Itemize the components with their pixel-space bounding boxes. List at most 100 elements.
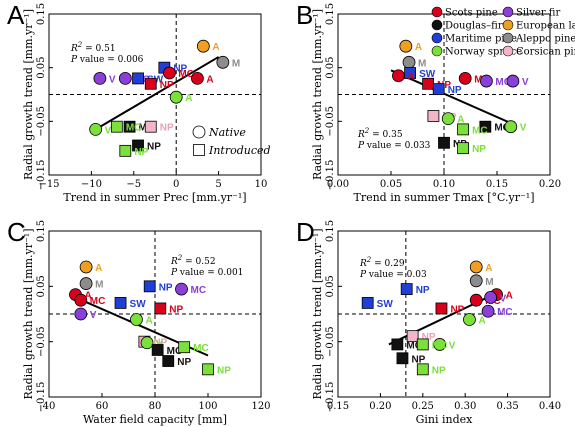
point-label: A (478, 316, 485, 327)
y-axis-label: Radial growth trend [mm.yr⁻¹] (22, 9, 35, 180)
p-value: P value = 0.033 (357, 141, 431, 151)
native-marker (175, 282, 188, 296)
data-point: V (504, 120, 527, 134)
native-marker (392, 69, 405, 83)
native-marker (216, 55, 230, 69)
data-point: MC (457, 123, 488, 136)
data-point: M (216, 55, 240, 69)
data-point: MC (175, 282, 207, 296)
data-point: MC (391, 338, 422, 351)
data-point: SW (114, 297, 146, 310)
data-point: M (469, 274, 494, 288)
legend: Scots pine Silver fir Douglas–fir European … (431, 6, 575, 58)
x-tick-label: 40 (43, 401, 56, 412)
native-marker (140, 336, 154, 350)
y-tick-label: −0.15 (36, 160, 47, 191)
legend-entry: Silver fir (502, 6, 560, 19)
p-value: P value = 0.001 (170, 268, 243, 278)
point-label: NP (160, 80, 174, 91)
point-label: NP (416, 285, 430, 296)
data-point: NP (202, 363, 231, 376)
x-axis-label: Trend in summer Prec [mm.yr⁻¹] (63, 191, 246, 204)
y-axis-label: Radial growth trend [mm.yr⁻¹] (311, 228, 324, 399)
introduced-marker (143, 280, 156, 293)
legend-label: Maritime pine (445, 34, 517, 45)
legend-swatch (502, 19, 514, 31)
data-point: NP (416, 363, 446, 376)
legend-entry: Scots pine (431, 6, 498, 19)
point-label: A (485, 263, 492, 274)
legend-entry: Maritime pine (431, 32, 517, 45)
introduced-marker (114, 297, 127, 309)
introduced-marker (202, 363, 214, 376)
native-marker (79, 260, 93, 274)
introduced-marker (361, 297, 374, 309)
panel-B: B0.00 0.05 0.10 0.15 0.20−0.15−0.050.050.15T… (296, 0, 561, 204)
native-marker (484, 290, 498, 304)
point-label: V (522, 77, 529, 88)
x-tick-label: 0.25 (412, 401, 434, 412)
data-point: NP (132, 139, 161, 152)
data-point: V (74, 307, 97, 321)
data-point: A (196, 39, 220, 53)
y-tick-label: 0.05 (36, 275, 47, 297)
point-label: SW (377, 299, 394, 310)
data-point: NP (162, 355, 191, 368)
y-tick-label: 0.15 (36, 220, 47, 242)
data-point: A (169, 90, 192, 104)
point-label: A (212, 42, 219, 53)
data-point: MC (479, 120, 510, 134)
panel-A: A −15 −10 −5 0 5 10 −0.15 −0.05 0.05 0.15 Trend in … (7, 0, 271, 204)
x-tick-label: 100 (198, 401, 217, 412)
data-point: NP (119, 144, 149, 158)
r2-value: R2 = 0.51 (70, 41, 116, 54)
native-marker (469, 260, 483, 274)
p-value: P value = 0.03 (359, 270, 427, 280)
point-label: MC (191, 285, 207, 296)
native-marker (433, 338, 447, 351)
point-label: MC (494, 123, 510, 134)
x-tick-label: 0.20 (539, 179, 561, 190)
point-label: NP (160, 123, 174, 134)
x-tick-label: 60 (96, 401, 109, 412)
data-point: SW (404, 67, 436, 80)
point-label: SW (419, 69, 436, 80)
point-label: M (232, 58, 240, 69)
point-label: V (520, 123, 527, 134)
x-tick-label: 0.10 (433, 179, 455, 190)
point-label: NP (159, 282, 173, 293)
data-point: NP (143, 280, 173, 293)
legend-entry: Corsican pine (502, 45, 575, 58)
data-point: NP (396, 352, 426, 365)
x-tick-label: −10 (81, 179, 102, 190)
legend-label: Aleppo pine (515, 34, 575, 45)
introduced-marker (438, 136, 450, 149)
point-label: NP (134, 147, 148, 158)
point-label: NP (422, 332, 436, 343)
legend-swatch (431, 19, 443, 31)
data-point: NP (457, 142, 486, 155)
x-tick-label: 0.35 (496, 401, 518, 412)
introduced-marker (178, 341, 191, 354)
native-marker (441, 112, 455, 126)
native-marker (74, 307, 88, 321)
native-marker (93, 72, 107, 85)
point-label: V (109, 74, 116, 85)
point-label: NP (169, 304, 183, 315)
native-marker (190, 72, 204, 85)
legend-swatch (431, 6, 443, 18)
p-value: P value = 0.006 (70, 55, 144, 65)
point-label: NP (173, 64, 187, 75)
introduced-marker (110, 120, 123, 133)
point-label: V (449, 340, 456, 351)
introduced-marker (123, 120, 136, 133)
point-label: NP (450, 304, 464, 315)
introduced-marker (144, 77, 157, 90)
legend-label: European larch (516, 21, 575, 32)
point-label: NP (448, 85, 462, 96)
legend-entry: Douglas–fir (431, 19, 503, 32)
r2-value: R2 = 0.29 (359, 256, 405, 269)
point-label: A (457, 115, 464, 126)
point-label: A (145, 316, 152, 327)
legend-swatch (502, 45, 514, 57)
